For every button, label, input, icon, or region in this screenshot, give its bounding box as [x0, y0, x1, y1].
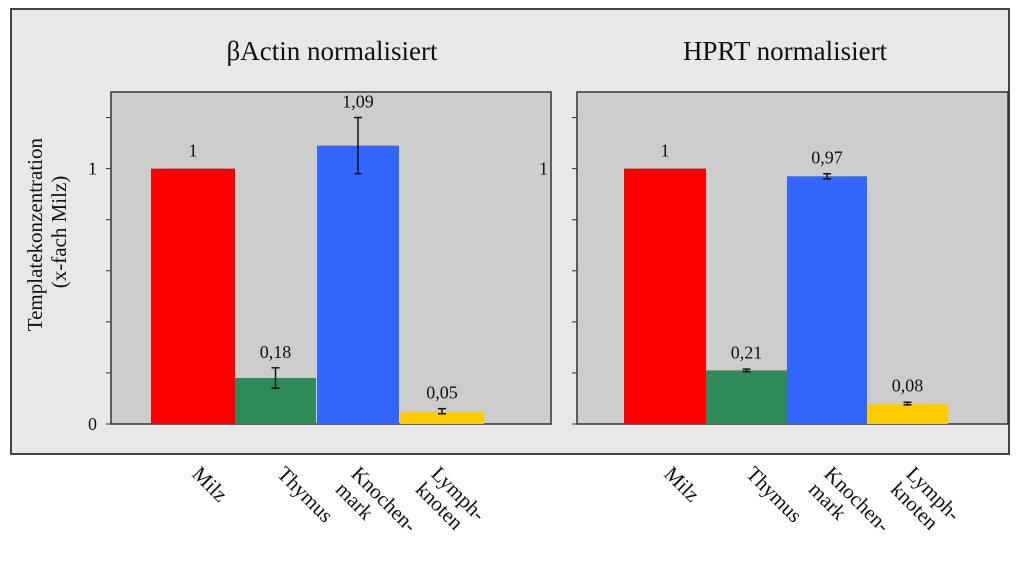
- value-label: 0,18: [260, 342, 292, 362]
- category-label: Knochen-mark: [331, 462, 422, 553]
- category-label: Milz: [659, 462, 704, 507]
- y-axis-label: Templatekonzentration (x-fach Milz): [23, 133, 71, 332]
- y-tick-label: 0: [88, 414, 97, 434]
- y-axis-label-line1: Templatekonzentration: [23, 137, 47, 331]
- value-label: 0,05: [426, 383, 458, 403]
- category-label: Thymus: [272, 462, 338, 528]
- y-tick-label: 1: [539, 159, 548, 179]
- category-label-line: Milz: [187, 462, 232, 507]
- value-label: 0,97: [811, 148, 843, 168]
- category-label-line: Thymus: [741, 462, 807, 528]
- bar-knochen-mark: [787, 176, 867, 424]
- category-label: Thymus: [741, 462, 807, 528]
- chart-panel-1: βActin normalisiert 0 1 1 0,18 1,09 0,05 Milz Th…: [88, 36, 552, 553]
- chart-panels: βActin normalisiert 0 1 1 0,18 1,09 0,05 Milz Th…: [88, 36, 1009, 553]
- chart-title: HPRT normalisiert: [683, 36, 888, 66]
- category-label-line: Milz: [659, 462, 704, 507]
- value-label: 1: [661, 141, 670, 161]
- y-tick-label: 1: [88, 159, 97, 179]
- bar-milz: [151, 168, 235, 424]
- value-label: 0,21: [731, 342, 763, 362]
- category-label: Milz: [187, 462, 232, 507]
- category-label: Lymph-knoten: [411, 462, 491, 542]
- category-label: Lymph-knoten: [886, 462, 966, 542]
- bar-knochen-mark: [317, 145, 399, 424]
- chart-title: βActin normalisiert: [227, 36, 438, 66]
- value-label: 1: [189, 141, 198, 161]
- value-label: 0,08: [892, 376, 924, 396]
- bar-milz: [624, 168, 706, 424]
- value-label: 1,09: [342, 92, 374, 112]
- bar-lymph-knoten: [867, 403, 948, 424]
- category-label: Knochen-mark: [804, 462, 895, 553]
- category-label-line: Thymus: [272, 462, 338, 528]
- bar-lymph-knoten: [400, 411, 484, 424]
- chart-panel-2: HPRT normalisiert 1 1 0,21 0,97 0,08 Milz Thymu…: [539, 36, 1009, 553]
- bar-thymus: [706, 370, 787, 424]
- y-axis-label-line2: (x-fach Milz): [47, 176, 71, 289]
